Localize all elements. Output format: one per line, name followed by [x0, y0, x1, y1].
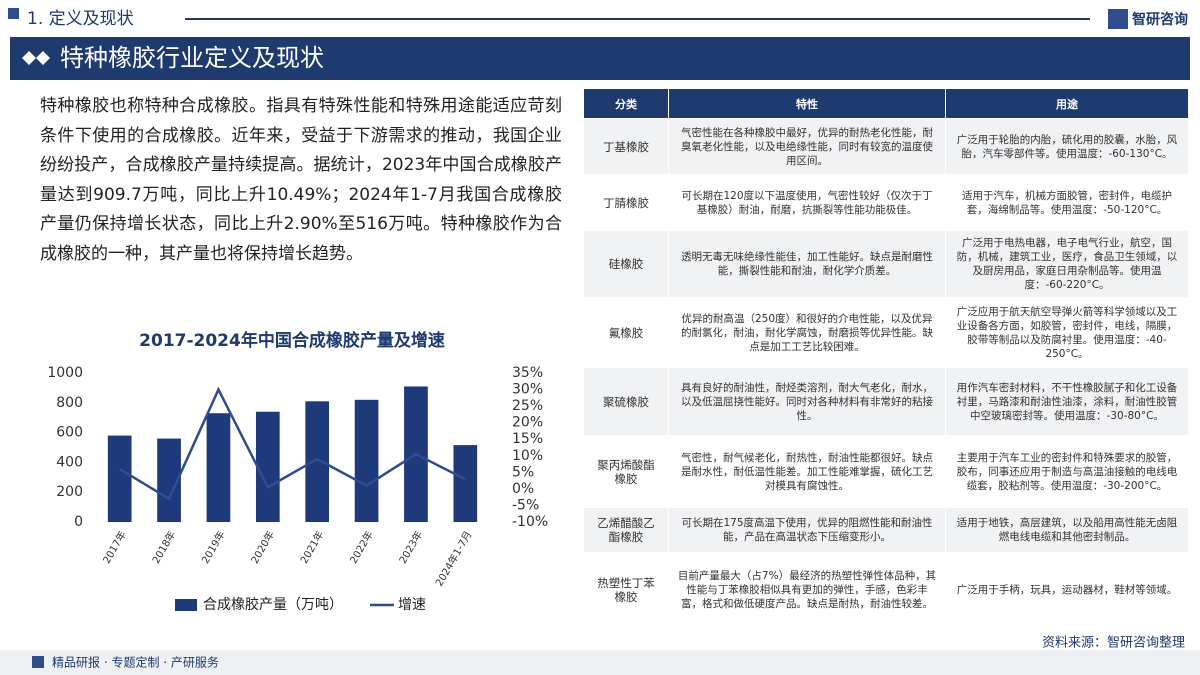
bar: [157, 438, 181, 522]
table-row: 乙烯醋酸乙酯橡胶 可长期在175度高温下使用，优异的阻燃性能和耐油性能，产品在高温…: [583, 507, 1189, 553]
table-row: 热塑性丁苯橡胶 目前产量最大（占7%）最经济的热塑性弹性体品种，其性能与丁苯橡胶相…: [583, 552, 1189, 628]
x-tick-label: 2019年: [199, 529, 228, 566]
y-tick-label: 0: [74, 514, 83, 530]
x-tick-label: 2021年: [297, 529, 326, 566]
bar: [354, 399, 379, 522]
table-row: 硅橡胶 透明无毒无味绝缘性能佳，加工性能好。缺点是耐磨性能，撕裂性能和耐油，耐化学…: [583, 230, 1189, 298]
section-title: 1. 定义及现状: [27, 9, 134, 29]
usage-cell: 广泛应用于航天航空导弹火箭等科学领域以及工业设备各方面，如胶管，密封件，电线，隔…: [945, 297, 1189, 368]
property-cell: 可长期在120度以下温度使用，气密性较好（仅次于丁基橡胶）耐油，耐磨，抗撕裂等性…: [668, 174, 946, 231]
logo-text: 智研咨询: [1131, 11, 1188, 28]
bar: [206, 413, 231, 522]
bar: [305, 401, 330, 522]
section-icon: [8, 8, 19, 19]
title-band: [10, 37, 1190, 80]
property-cell: 可长期在175度高温下使用，优异的阻燃性能和耐油性能，产品在高温状态下压缩变形小…: [668, 507, 946, 553]
category-cell: 聚丙烯酸酯橡胶: [583, 435, 669, 508]
y2-tick-label: 10%: [512, 448, 543, 464]
header-cell: 分类: [583, 88, 669, 119]
category-cell: 聚硫橡胶: [583, 367, 669, 436]
property-cell: 目前产量最大（占7%）最经济的热塑性弹性体品种，其性能与丁苯橡胶相似具有更加的弹…: [668, 552, 946, 628]
chart: 2017-2024年中国合成橡胶产量及增速 0 200 400 600 800 1000 -…: [47, 330, 548, 613]
category-cell: 乙烯醋酸乙酯橡胶: [583, 507, 669, 553]
y2-tick-label: 30%: [512, 382, 543, 398]
usage-cell: 广泛用于手柄，玩具，运动器材，鞋材等领域。: [945, 552, 1189, 628]
x-tick-label: 2023年: [396, 529, 425, 566]
rubber-table: 分类 特性 用途 丁基橡胶 气密性能在各种橡胶中最好，优异的耐热老化性能，耐臭氧老化性…: [583, 88, 1189, 628]
property-cell: 气密性能在各种橡胶中最好，优异的耐热老化性能，耐臭氧老化性能，以及电绝缘性能，同…: [668, 118, 946, 175]
x-tick-label: 2018年: [149, 529, 178, 566]
y2-tick-label: 20%: [512, 415, 543, 431]
category-cell: 氟橡胶: [583, 297, 669, 368]
header-cell: 用途: [945, 88, 1189, 119]
table-row: 丁基橡胶 气密性能在各种橡胶中最好，优异的耐热老化性能，耐臭氧老化性能，以及电绝缘…: [583, 118, 1189, 175]
usage-cell: 广泛用于轮胎的内胎，硫化用的胶囊，水胎，风胎，汽车零部件等。使用温度：-60-1…: [945, 118, 1189, 175]
property-cell: 气密性，耐气候老化，耐热性，耐油性能都很好。缺点是耐水性，耐低温性能差。加工性能…: [668, 435, 946, 508]
usage-cell: 适用于汽车，机械方面胶管，密封件，电缆护套，海绵制品等。使用温度：-50-120…: [945, 174, 1189, 231]
x-tick-label: 2017年: [100, 529, 129, 566]
legend-label: 合成橡胶产量（万吨）: [203, 596, 343, 613]
table-row: 聚丙烯酸酯橡胶 气密性，耐气候老化，耐热性，耐油性能都很好。缺点是耐水性，耐低温性…: [583, 435, 1189, 508]
y-tick-label: 200: [56, 484, 83, 500]
table-row: 氟橡胶 优异的耐高温（250度）和很好的介电性能，以及优异的耐氯化，耐油，耐化学腐…: [583, 297, 1189, 368]
category-cell: 丁基橡胶: [583, 118, 669, 175]
category-cell: 丁腈橡胶: [583, 174, 669, 231]
y2-tick-label: -5%: [512, 497, 539, 513]
logo-icon: [1108, 9, 1128, 29]
table-row: 丁腈橡胶 可长期在120度以下温度使用，气密性较好（仅次于丁基橡胶）耐油，耐磨，抗…: [583, 174, 1189, 231]
table-header: 分类 特性 用途: [583, 88, 1189, 119]
y-tick-label: 1000: [47, 365, 83, 381]
y2-tick-label: 25%: [512, 398, 543, 414]
footer-slogan: 精品研报 · 专题定制 · 产研服务: [52, 655, 219, 670]
intro-paragraph: 特种橡胶也称特种合成橡胶。指具有特殊性能和特殊用途能适应苛刻条件下使用的合成橡胶…: [40, 96, 562, 264]
legend-swatch: [175, 599, 197, 611]
y2-tick-label: 0%: [512, 481, 534, 497]
footer-icon: [32, 656, 44, 668]
y2-tick-label: -10%: [512, 514, 548, 530]
y-tick-label: 400: [56, 454, 83, 470]
y-tick-label: 600: [56, 425, 83, 441]
legend-label: 增速: [398, 597, 426, 613]
y2-tick-label: 5%: [512, 464, 534, 480]
property-cell: 优异的耐高温（250度）和很好的介电性能，以及优异的耐氯化，耐油，耐化学腐蚀，耐…: [668, 297, 946, 368]
category-cell: 热塑性丁苯橡胶: [583, 552, 669, 628]
bar: [255, 411, 280, 522]
title-icon: [22, 51, 50, 65]
usage-cell: 适用于地铁，高层建筑，以及船用高性能无卤阻燃电线电缆和其他密封制品。: [945, 507, 1189, 553]
header-cell: 特性: [668, 88, 946, 119]
usage-cell: 广泛用于电热电器，电子电气行业，航空，国防，机械，建筑工业，医疗，食品卫生领域，…: [945, 230, 1189, 298]
property-cell: 透明无毒无味绝缘性能佳，加工性能好。缺点是耐磨性能，撕裂性能和耐油，耐化学介质差…: [668, 230, 946, 298]
line: [119, 386, 466, 501]
usage-cell: 用作汽车密封材料，不干性橡胶腻子和化工设备衬里，马路漆和耐油性油漆，涂料，耐油性…: [945, 367, 1189, 436]
y-tick-label: 800: [56, 395, 83, 411]
category-cell: 硅橡胶: [583, 230, 669, 298]
y2-tick-label: 35%: [512, 365, 543, 381]
x-tick-label: 2022年: [347, 529, 376, 566]
bar: [107, 435, 132, 522]
page-title: 特种橡胶行业定义及现状: [60, 44, 324, 72]
property-cell: 具有良好的耐油性，耐烃类溶剂，耐大气老化，耐水，以及低温屈挠性能好。同时对各种材…: [668, 367, 946, 436]
chart-title: 2017-2024年中国合成橡胶产量及增速: [139, 330, 445, 351]
table-body: 丁基橡胶 气密性能在各种橡胶中最好，优异的耐热老化性能，耐臭氧老化性能，以及电绝缘…: [583, 118, 1189, 628]
bar: [453, 445, 478, 522]
footer-band: [0, 650, 1200, 675]
table-row: 聚硫橡胶 具有良好的耐油性，耐烃类溶剂，耐大气老化，耐水，以及低温屈挠性能好。同时…: [583, 367, 1189, 436]
usage-cell: 主要用于汽车工业的密封件和特殊要求的胶管，胶布，同事还应用于制造与高温油接触的电…: [945, 435, 1189, 508]
source-note: 资料来源：智研咨询整理: [1042, 636, 1185, 651]
y2-tick-label: 15%: [512, 431, 543, 447]
x-tick-label: 2024年1-7月: [432, 529, 474, 589]
x-tick-label: 2020年: [248, 529, 277, 566]
